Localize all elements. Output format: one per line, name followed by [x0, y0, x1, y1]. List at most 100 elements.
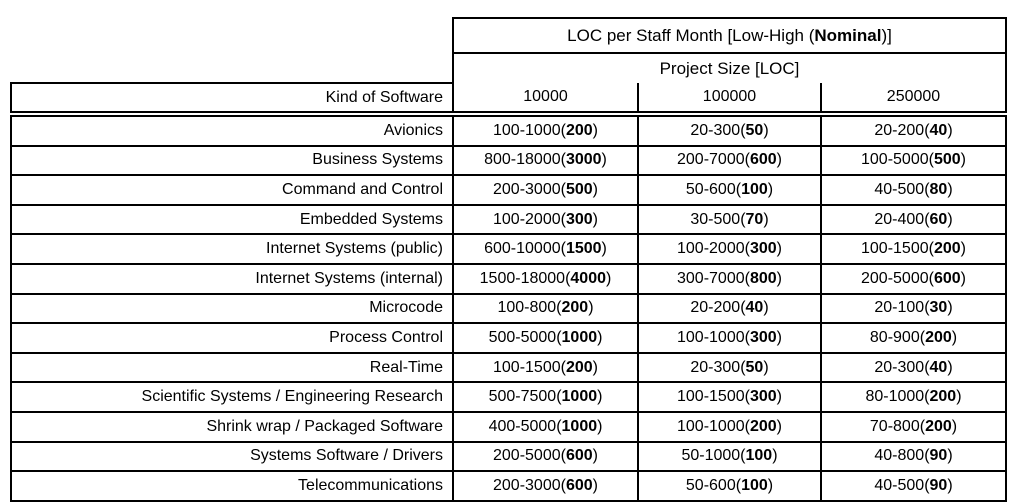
- project-size-header: Project Size [LOC]: [452, 52, 1007, 83]
- loc-cell-size-100000: 30-500(70): [637, 203, 822, 236]
- loc-nominal: 300: [565, 210, 593, 228]
- paren-open: (: [744, 417, 750, 435]
- paren-close: ): [592, 476, 598, 494]
- loc-range: 80-900: [869, 328, 920, 346]
- size-column-250000: 250000: [820, 83, 1007, 117]
- paren-close: ): [592, 121, 598, 139]
- loc-range: 300-7000: [677, 269, 745, 287]
- loc-range: 200-5000: [861, 269, 929, 287]
- loc-range: 1500-18000: [479, 269, 566, 287]
- loc-nominal: 4000: [570, 269, 606, 287]
- loc-nominal: 100: [745, 447, 773, 465]
- paren-close: ): [606, 269, 612, 287]
- loc-cell-size-100000: 100-1000(200): [637, 410, 822, 443]
- loc-range: 30-500: [690, 210, 741, 228]
- loc-range: 20-100: [874, 299, 925, 317]
- loc-nominal: 300: [749, 328, 777, 346]
- paren-open: (: [560, 151, 566, 169]
- paren-open: (: [560, 210, 566, 228]
- paren-close: ): [776, 269, 782, 287]
- paren-close: ): [947, 180, 953, 198]
- paren-open: (: [919, 328, 926, 346]
- kind-of-software-cell: Microcode: [10, 292, 454, 325]
- paren-open: (: [560, 121, 566, 139]
- loc-range: 20-300: [690, 358, 741, 376]
- paren-close: ): [763, 358, 769, 376]
- loc-cell-size-10000: 100-2000(300): [452, 203, 639, 236]
- loc-nominal: 600: [749, 151, 777, 169]
- loc-nominal: 800: [749, 269, 777, 287]
- loc-cell-size-100000: 200-7000(600): [637, 144, 822, 177]
- loc-cell-size-10000: 200-5000(600): [452, 440, 639, 473]
- loc-cell-size-100000: 50-1000(100): [637, 440, 822, 473]
- loc-range: 200-3000: [493, 476, 561, 494]
- loc-range: 100-2000: [677, 240, 745, 258]
- loc-range: 70-800: [869, 417, 920, 435]
- paren-close: ): [960, 240, 966, 258]
- loc-cell-size-250000: 100-5000(500): [820, 144, 1007, 177]
- table-row: Command and Control 200-3000(500) 50-600…: [10, 174, 1007, 206]
- paren-open: (: [744, 151, 750, 169]
- loc-nominal: 300: [749, 388, 777, 406]
- loc-per-staff-month-table: LOC per Staff Month [Low-High (Nominal)]…: [10, 17, 1007, 502]
- loc-range: 100-1500: [677, 388, 745, 406]
- table-title: LOC per Staff Month [Low-High (Nominal)]: [452, 17, 1007, 54]
- document-page: LOC per Staff Month [Low-High (Nominal)]…: [10, 17, 1007, 502]
- loc-cell-size-10000: 100-800(200): [452, 292, 639, 325]
- loc-range: 50-600: [685, 476, 736, 494]
- paren-close: ): [597, 417, 603, 435]
- table-row: Scientific Systems / Engineering Researc…: [10, 381, 1007, 413]
- table-row: Internet Systems (public) 600-10000(1500…: [10, 233, 1007, 265]
- loc-nominal: 500: [933, 151, 961, 169]
- loc-nominal: 100: [741, 476, 768, 494]
- loc-nominal: 200: [565, 358, 593, 376]
- loc-nominal: 100: [741, 180, 768, 198]
- loc-nominal: 50: [745, 358, 764, 376]
- loc-range: 50-1000: [681, 447, 741, 465]
- paren-open: (: [924, 299, 930, 317]
- loc-range: 20-200: [874, 121, 925, 139]
- paren-open: (: [924, 121, 930, 139]
- paren-open: (: [928, 240, 934, 258]
- loc-cell-size-10000: 500-5000(1000): [452, 322, 639, 354]
- loc-range: 20-300: [690, 121, 741, 139]
- paren-close: ): [601, 240, 607, 258]
- loc-nominal: 200: [749, 417, 777, 435]
- blank-corner: [11, 18, 453, 53]
- loc-nominal: 60: [929, 210, 948, 228]
- title-row: LOC per Staff Month [Low-High (Nominal)]: [11, 17, 1007, 54]
- loc-cell-size-10000: 200-3000(500): [452, 174, 639, 206]
- paren-close: ): [956, 388, 962, 406]
- loc-nominal: 40: [929, 121, 948, 139]
- loc-nominal: 200: [565, 121, 593, 139]
- loc-cell-size-250000: 200-5000(600): [820, 262, 1007, 295]
- paren-open: (: [735, 180, 742, 198]
- loc-nominal: 1500: [565, 240, 602, 258]
- loc-range: 100-1000: [677, 417, 745, 435]
- paren-open: (: [924, 358, 930, 376]
- loc-nominal: 50: [745, 121, 764, 139]
- loc-cell-size-100000: 20-200(40): [637, 292, 822, 325]
- kind-of-software-cell: Scientific Systems / Engineering Researc…: [10, 381, 454, 413]
- subtitle-row: Project Size [LOC]: [11, 52, 1007, 83]
- loc-nominal: 200: [925, 328, 952, 346]
- loc-cell-size-100000: 100-1500(300): [637, 381, 822, 413]
- loc-nominal: 30: [929, 299, 948, 317]
- loc-nominal: 90: [929, 447, 948, 465]
- paren-open: (: [565, 269, 571, 287]
- loc-cell-size-100000: 100-1000(300): [637, 322, 822, 354]
- kind-of-software-cell: Command and Control: [10, 174, 454, 206]
- loc-cell-size-10000: 100-1500(200): [452, 351, 639, 384]
- paren-close: ): [763, 210, 769, 228]
- table-row: Shrink wrap / Packaged Software 400-5000…: [10, 410, 1007, 443]
- loc-cell-size-10000: 800-18000(3000): [452, 144, 639, 177]
- loc-cell-size-10000: 1500-18000(4000): [452, 262, 639, 295]
- loc-range: 400-5000: [488, 417, 557, 435]
- kind-of-software-cell: Internet Systems (public): [10, 233, 454, 265]
- loc-cell-size-10000: 600-10000(1500): [452, 233, 639, 265]
- paren-close: ): [592, 447, 598, 465]
- loc-nominal: 1000: [561, 417, 598, 435]
- table-row: Systems Software / Drivers 200-5000(600)…: [10, 440, 1007, 473]
- loc-range: 800-18000: [484, 151, 561, 169]
- loc-nominal: 600: [933, 269, 961, 287]
